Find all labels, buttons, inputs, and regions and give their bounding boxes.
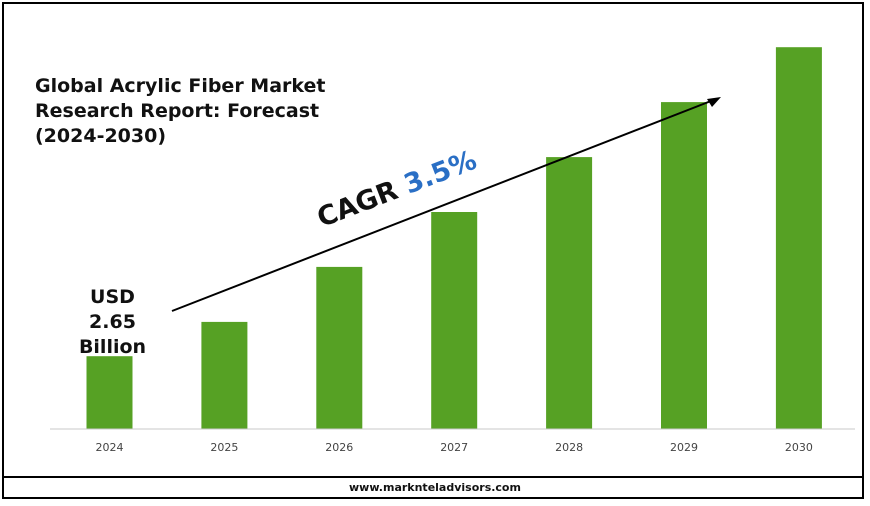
start-value-line-2: 2.65: [89, 311, 136, 333]
x-tick-2026: 2026: [325, 441, 353, 454]
title-line-2: Research Report: Forecast: [35, 100, 320, 122]
x-tick-2024: 2024: [96, 441, 124, 454]
x-tick-2028: 2028: [555, 441, 583, 454]
title-line-3: (2024-2030): [35, 125, 167, 147]
x-tick-2027: 2027: [440, 441, 468, 454]
trend-arrow: [171, 97, 721, 312]
bar-2029: [661, 102, 707, 429]
title-line-1: Global Acrylic Fiber Market: [35, 75, 326, 97]
website-footer[interactable]: www.marknteladvisors.com: [349, 481, 521, 494]
bar-2030: [775, 47, 822, 429]
start-value-line-3: Billion: [78, 336, 147, 358]
start-value-line-1: USD: [90, 286, 135, 308]
start-value-label: USD 2.65 Billion: [70, 285, 155, 360]
x-tick-2029: 2029: [670, 441, 698, 454]
chart-title: Global Acrylic Fiber Market Research Rep…: [35, 74, 365, 149]
bar-2028: [546, 157, 593, 429]
bar-2024: [86, 356, 133, 429]
footer-divider: [2, 476, 864, 478]
bar-2027: [431, 212, 478, 429]
bar-2025: [201, 321, 248, 429]
x-tick-2025: 2025: [210, 441, 238, 454]
x-tick-2030: 2030: [785, 441, 813, 454]
bar-2026: [316, 266, 363, 429]
